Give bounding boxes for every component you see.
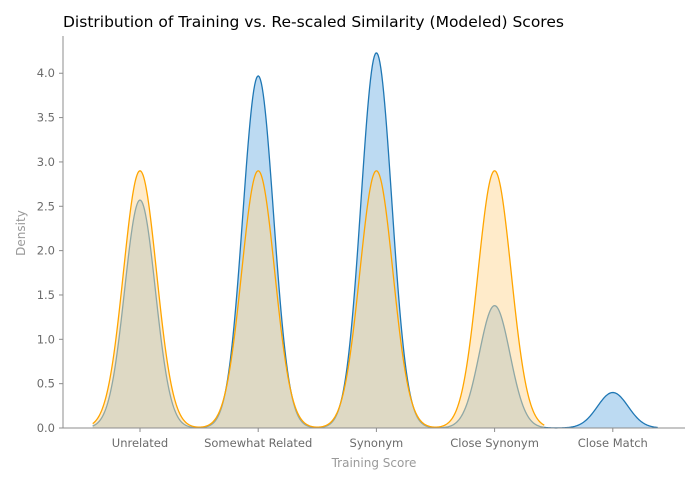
y-tick-label: 1.5 xyxy=(37,288,55,302)
y-tick-label: 1.0 xyxy=(37,332,55,346)
y-tick-label: 2.5 xyxy=(37,199,55,213)
y-axis: 0.0 0.5 1.0 1.5 2.0 2.5 3.0 3.5 4.0 xyxy=(37,36,63,435)
y-tick-label: 0.0 xyxy=(37,421,55,435)
series-2-area xyxy=(93,171,545,428)
y-axis-label: Density xyxy=(14,210,28,256)
x-tick-label: Unrelated xyxy=(112,436,168,450)
x-tick-label: Close Match xyxy=(578,436,648,450)
y-tick-label: 3.0 xyxy=(37,155,55,169)
chart-title: Distribution of Training vs. Re-scaled S… xyxy=(63,13,564,31)
plot-area xyxy=(93,53,658,428)
x-tick-label: Somewhat Related xyxy=(204,436,312,450)
y-tick-label: 3.5 xyxy=(37,111,55,125)
y-tick-label: 4.0 xyxy=(37,66,55,80)
x-axis-label: Training Score xyxy=(331,456,417,470)
x-axis: Unrelated Somewhat Related Synonym Close Sy… xyxy=(63,428,685,450)
y-tick-label: 2.0 xyxy=(37,244,55,258)
y-tick-label: 0.5 xyxy=(37,377,55,391)
x-tick-label: Close Synonym xyxy=(450,436,539,450)
x-tick-label: Synonym xyxy=(350,436,404,450)
